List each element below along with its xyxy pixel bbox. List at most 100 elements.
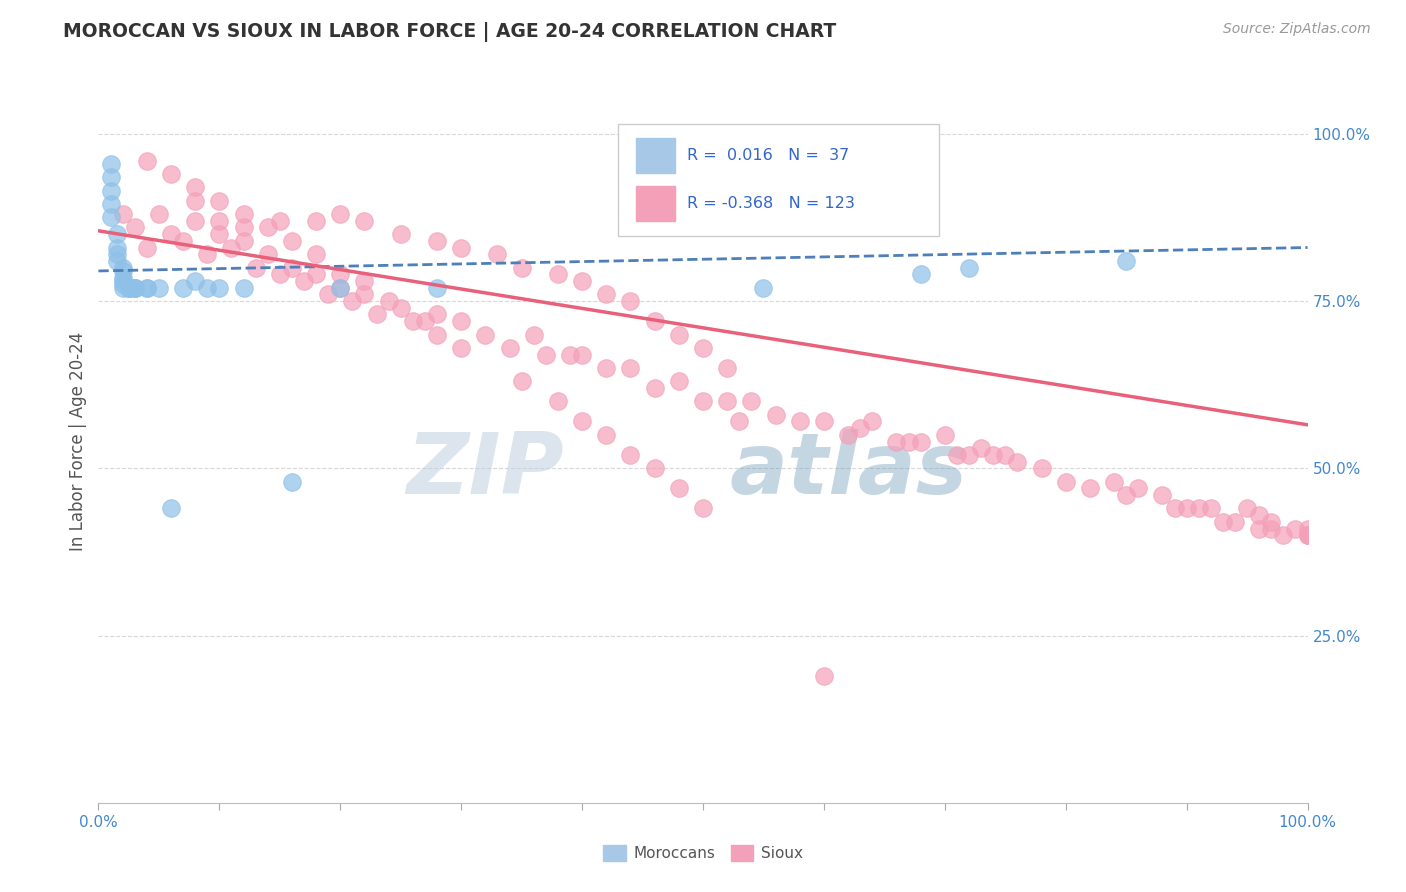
- Point: [111, 270, 134, 285]
- Point: [1284, 521, 1306, 535]
- Point: [668, 375, 690, 389]
- Point: [1272, 528, 1295, 542]
- Point: [692, 394, 714, 409]
- Point: [111, 274, 134, 288]
- Point: [957, 448, 980, 462]
- Point: [571, 348, 593, 362]
- Point: [135, 281, 157, 295]
- Text: ZIP: ZIP: [406, 429, 564, 512]
- Point: [692, 501, 714, 516]
- Point: [523, 327, 546, 342]
- Point: [329, 207, 352, 221]
- Point: [860, 414, 883, 429]
- Point: [208, 194, 231, 208]
- Point: [305, 214, 328, 228]
- Point: [329, 281, 352, 295]
- Point: [305, 268, 328, 282]
- Point: [1249, 521, 1271, 535]
- Point: [1007, 455, 1029, 469]
- Point: [619, 448, 641, 462]
- Point: [413, 314, 436, 328]
- Point: [789, 414, 811, 429]
- Point: [595, 287, 617, 301]
- Point: [208, 227, 231, 242]
- Point: [245, 260, 267, 275]
- Point: [692, 341, 714, 355]
- Point: [135, 241, 157, 255]
- Point: [813, 414, 835, 429]
- Point: [184, 194, 207, 208]
- Point: [105, 227, 128, 242]
- Point: [716, 361, 738, 376]
- Point: [547, 268, 569, 282]
- Point: [160, 227, 183, 242]
- Point: [450, 314, 472, 328]
- Point: [366, 307, 388, 322]
- Point: [353, 274, 375, 288]
- Point: [1115, 254, 1137, 268]
- Point: [100, 184, 122, 198]
- Point: [100, 157, 122, 171]
- Point: [402, 314, 425, 328]
- Point: [1236, 501, 1258, 516]
- Point: [752, 281, 775, 295]
- Point: [353, 214, 375, 228]
- Point: [172, 281, 194, 295]
- Text: atlas: atlas: [730, 429, 967, 512]
- Point: [329, 281, 352, 295]
- Point: [619, 294, 641, 309]
- Point: [765, 408, 787, 422]
- Point: [571, 274, 593, 288]
- Point: [946, 448, 969, 462]
- Point: [934, 427, 956, 442]
- Point: [1296, 528, 1319, 542]
- Point: [886, 434, 908, 449]
- Point: [148, 281, 170, 295]
- Point: [184, 274, 207, 288]
- Point: [1199, 501, 1222, 516]
- Point: [837, 427, 859, 442]
- Point: [281, 260, 304, 275]
- Point: [353, 287, 375, 301]
- Point: [547, 394, 569, 409]
- Point: [100, 211, 122, 225]
- Point: [389, 301, 412, 315]
- Point: [292, 274, 315, 288]
- Point: [897, 434, 920, 449]
- Point: [994, 448, 1017, 462]
- Point: [740, 394, 762, 409]
- Point: [595, 427, 617, 442]
- Point: [1152, 488, 1174, 502]
- Point: [1115, 488, 1137, 502]
- Point: [232, 234, 254, 248]
- Point: [269, 268, 291, 282]
- Point: [981, 448, 1004, 462]
- Point: [619, 361, 641, 376]
- Point: [124, 220, 146, 235]
- Point: [269, 214, 291, 228]
- Point: [1249, 508, 1271, 523]
- Point: [1163, 501, 1185, 516]
- Point: [668, 482, 690, 496]
- Point: [450, 341, 472, 355]
- Point: [124, 281, 146, 295]
- Point: [1175, 501, 1198, 516]
- Point: [728, 414, 751, 429]
- Point: [329, 268, 352, 282]
- Point: [195, 281, 218, 295]
- Point: [957, 260, 980, 275]
- Point: [221, 241, 243, 255]
- Point: [208, 214, 231, 228]
- Point: [1054, 475, 1077, 489]
- Point: [124, 281, 146, 295]
- Point: [316, 287, 339, 301]
- Point: [644, 314, 666, 328]
- Point: [135, 153, 157, 168]
- Point: [716, 394, 738, 409]
- Point: [208, 281, 231, 295]
- Text: R =  0.016   N =  37: R = 0.016 N = 37: [688, 148, 849, 163]
- Point: [1296, 528, 1319, 542]
- Point: [510, 375, 533, 389]
- Point: [195, 247, 218, 261]
- Point: [1078, 482, 1101, 496]
